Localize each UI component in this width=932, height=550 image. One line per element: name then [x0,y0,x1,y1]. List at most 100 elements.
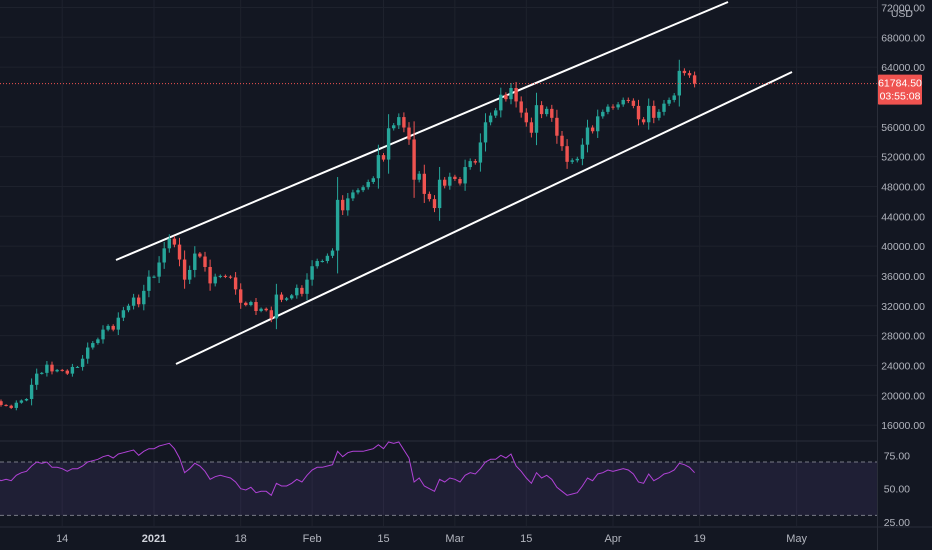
candle-body [50,364,54,372]
candle-body [162,248,166,263]
candle-body [529,122,534,133]
candle-body [519,101,523,113]
candle-body [560,135,564,147]
candle-body [147,276,151,291]
candle-body [157,262,161,277]
candle-body [381,155,386,160]
candle-body [295,287,299,296]
candle-body [514,88,518,102]
candle-body [60,369,64,371]
candle-body [437,179,442,209]
price-tick-label: 64000.00 [881,62,925,74]
candle-body [35,373,39,385]
candle-body [137,297,141,305]
candle-body [392,125,396,129]
candle-body [677,70,681,96]
candle-body [539,105,544,115]
candle-body [101,329,105,340]
candle-body [376,155,381,179]
time-tick-label: Feb [303,533,322,545]
candle-body [509,88,513,100]
candle-body [687,73,692,76]
candle-body [596,116,600,132]
candle-body [177,244,182,260]
candle-body [121,310,126,318]
candle-body [585,127,590,145]
candle-body [346,198,350,211]
price-tick-label: 36000.00 [881,271,925,283]
candle-body [86,347,90,359]
time-tick-label: 14 [56,533,68,545]
candle-body [305,279,309,294]
candle-body [249,302,253,306]
candle-body [182,259,187,280]
candle-body [692,75,697,84]
candle-body [550,108,554,118]
candle-body [504,94,508,100]
time-tick-label: Apr [604,533,621,545]
candle-body [636,105,641,120]
candle-body [116,317,120,330]
time-tick-label: 2021 [142,533,166,545]
candle-body [361,187,365,191]
time-tick-label: 19 [694,533,706,545]
candle-body [24,398,29,401]
candle-body [616,104,620,108]
candle-body [172,238,177,245]
candle-body [402,117,406,128]
candle-body [606,106,610,112]
price-tick-label: 68000.00 [881,32,925,44]
price-tick-label: 16000.00 [881,420,925,432]
time-tick-label: 18 [235,533,247,545]
candle-body [208,266,212,284]
candle-body [233,277,238,290]
candle-body [422,173,426,194]
candle-body [565,146,569,162]
rsi-tick-label: 75.00 [884,450,910,462]
candle-body [667,99,671,104]
candle-body [213,276,217,284]
candle-body [483,122,488,143]
candle-body [264,308,268,311]
candle-body [218,275,222,277]
candle-body [279,294,284,300]
candle-body [106,325,110,330]
candle-body [19,400,24,403]
candle-body [193,253,197,270]
candle-body [631,100,636,106]
price-tick-label: 52000.00 [881,152,925,164]
candle-body [239,289,243,303]
candle-body [131,297,136,306]
candle-body [570,160,574,162]
candle-body [269,310,273,319]
time-tick-label: 15 [377,533,389,545]
time-tick-label: 15 [520,533,532,545]
candle-body [203,256,207,267]
candle-body [458,178,462,184]
candle-body [80,358,85,367]
candle-body [662,103,666,112]
candle-body [96,339,100,344]
candle-body [244,302,248,306]
price-tick-label: 32000.00 [881,301,925,313]
rsi-tick-label: 25.00 [884,517,910,529]
candle-body [4,404,8,406]
candle-body [641,119,646,123]
candle-body [356,190,360,193]
candle-body [341,199,345,211]
candle-body [14,402,18,408]
candle-body [0,401,3,405]
candle-body [611,106,615,108]
rsi-tick-label: 50.00 [884,484,910,496]
candle-body [371,178,375,182]
candle-body [45,364,49,373]
candle-body [621,99,625,105]
candle-body [111,325,115,330]
candle-body [315,261,319,267]
candle-body [417,173,421,180]
candle-body [432,199,437,209]
upper-channel-line [115,1,729,261]
candle-body [228,276,233,278]
candle-body [254,302,258,311]
